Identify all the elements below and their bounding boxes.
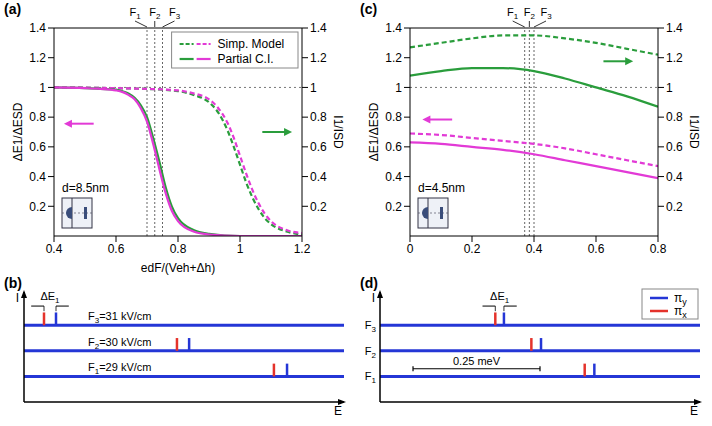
svg-text:0.8: 0.8 [170,242,187,256]
svg-text:1.4: 1.4 [29,21,46,35]
svg-text:ΔE1/ΔESD: ΔE1/ΔESD [11,102,25,161]
svg-text:ΔE1: ΔE1 [40,290,60,305]
svg-text:1: 1 [39,81,46,95]
svg-text:1.2: 1.2 [666,51,683,65]
svg-text:0.6: 0.6 [29,140,46,154]
svg-text:I: I [16,291,19,305]
svg-text:(d): (d) [360,276,378,291]
svg-text:0.6: 0.6 [666,140,683,154]
svg-text:0.4: 0.4 [666,170,683,184]
svg-text:edF/(Veh+Δh): edF/(Veh+Δh) [141,261,215,275]
svg-text:1: 1 [237,242,244,256]
svg-text:1.4: 1.4 [666,21,683,35]
svg-text:F3: F3 [365,319,377,334]
svg-text:F3: F3 [169,6,181,21]
svg-text:0.2: 0.2 [385,200,402,214]
svg-text:I1/ISD: I1/ISD [687,115,701,149]
svg-text:(b): (b) [4,276,22,291]
svg-text:Simp. Model: Simp. Model [218,37,285,51]
svg-text:1: 1 [395,81,402,95]
svg-text:F2: F2 [149,6,161,21]
svg-text:F1: F1 [365,370,377,385]
svg-text:1.2: 1.2 [310,51,327,65]
svg-text:0.8: 0.8 [29,110,46,124]
svg-text:0.8: 0.8 [650,242,667,256]
svg-text:F2: F2 [365,345,377,360]
svg-text:F3: F3 [540,6,552,21]
svg-text:E: E [334,404,342,418]
svg-text:0.4: 0.4 [46,242,63,256]
svg-text:0.8: 0.8 [385,110,402,124]
svg-text:0.4: 0.4 [29,170,46,184]
svg-text:0.6: 0.6 [385,140,402,154]
svg-text:F1: F1 [507,6,519,21]
svg-text:F1=29 kV/cm: F1=29 kV/cm [88,361,151,376]
svg-text:0: 0 [407,242,414,256]
svg-text:0.6: 0.6 [588,242,605,256]
svg-text:1: 1 [310,81,317,95]
svg-text:0.8: 0.8 [310,110,327,124]
svg-text:F2: F2 [524,6,536,21]
svg-text:1.2: 1.2 [294,242,311,256]
svg-text:1.2: 1.2 [385,51,402,65]
svg-text:Partial C.I.: Partial C.I. [218,52,274,66]
svg-text:I1/ISD: I1/ISD [331,115,345,149]
svg-text:d=4.5nm: d=4.5nm [418,181,465,195]
svg-text:d=8.5nm: d=8.5nm [62,181,109,195]
svg-text:0.2: 0.2 [310,200,327,214]
svg-text:0.2: 0.2 [29,200,46,214]
svg-text:I: I [372,291,375,305]
svg-text:(c): (c) [360,1,377,17]
svg-text:F2=30 kV/cm: F2=30 kV/cm [88,336,151,351]
svg-text:πx: πx [674,304,687,320]
svg-text:F1: F1 [129,6,141,21]
svg-text:0.6: 0.6 [108,242,125,256]
svg-text:ΔE1: ΔE1 [490,290,510,305]
svg-text:0.8: 0.8 [666,110,683,124]
svg-text:0.4: 0.4 [526,242,543,256]
svg-text:0.2: 0.2 [666,200,683,214]
svg-text:πy: πy [674,291,687,307]
svg-text:F3=31 kV/cm: F3=31 kV/cm [88,310,151,325]
svg-text:0.2: 0.2 [464,242,481,256]
svg-text:1.4: 1.4 [385,21,402,35]
svg-text:0.25 meV: 0.25 meV [453,355,501,367]
svg-text:0.4: 0.4 [310,170,327,184]
svg-text:1.2: 1.2 [29,51,46,65]
svg-text:ΔE1/ΔESD: ΔE1/ΔESD [367,102,381,161]
svg-text:(a): (a) [4,1,21,17]
svg-text:0.6: 0.6 [310,140,327,154]
svg-text:E: E [690,404,698,418]
svg-text:1: 1 [666,81,673,95]
svg-text:0.4: 0.4 [385,170,402,184]
svg-text:1.4: 1.4 [310,21,327,35]
